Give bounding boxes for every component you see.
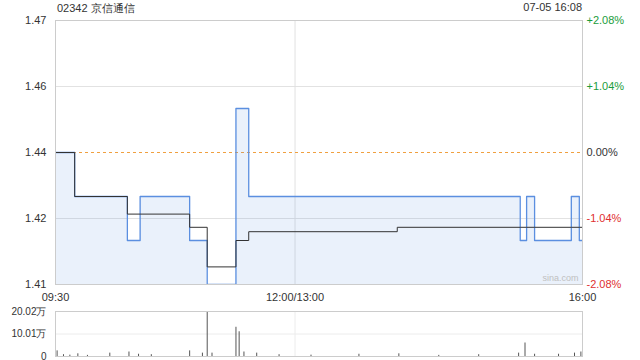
svg-text:1.47: 1.47 — [25, 14, 46, 26]
svg-text:09:30: 09:30 — [42, 291, 70, 303]
svg-text:+2.08%: +2.08% — [587, 14, 625, 26]
svg-text:12:00/13:00: 12:00/13:00 — [266, 291, 324, 303]
svg-text:1.41: 1.41 — [25, 278, 46, 290]
html-text:02342 京信通信: 02342 京信通信 — [57, 2, 135, 14]
svg-text:0: 0 — [41, 351, 47, 360]
svg-text:+1.04%: +1.04% — [587, 80, 625, 92]
svg-text:1.44: 1.44 — [25, 146, 46, 158]
html-text:07-05 16:08: 07-05 16:08 — [523, 1, 582, 13]
svg-text:0.00%: 0.00% — [587, 146, 618, 158]
svg-text:1.42: 1.42 — [25, 212, 46, 224]
svg-text:10.01万: 10.01万 — [11, 328, 46, 339]
svg-text:20.02万: 20.02万 — [11, 306, 46, 317]
svg-text:16:00: 16:00 — [569, 291, 597, 303]
svg-text:-1.04%: -1.04% — [587, 212, 622, 224]
svg-text:sina.com: sina.com — [542, 273, 578, 283]
svg-text:1.46: 1.46 — [25, 80, 46, 92]
svg-text:-2.08%: -2.08% — [587, 278, 622, 290]
